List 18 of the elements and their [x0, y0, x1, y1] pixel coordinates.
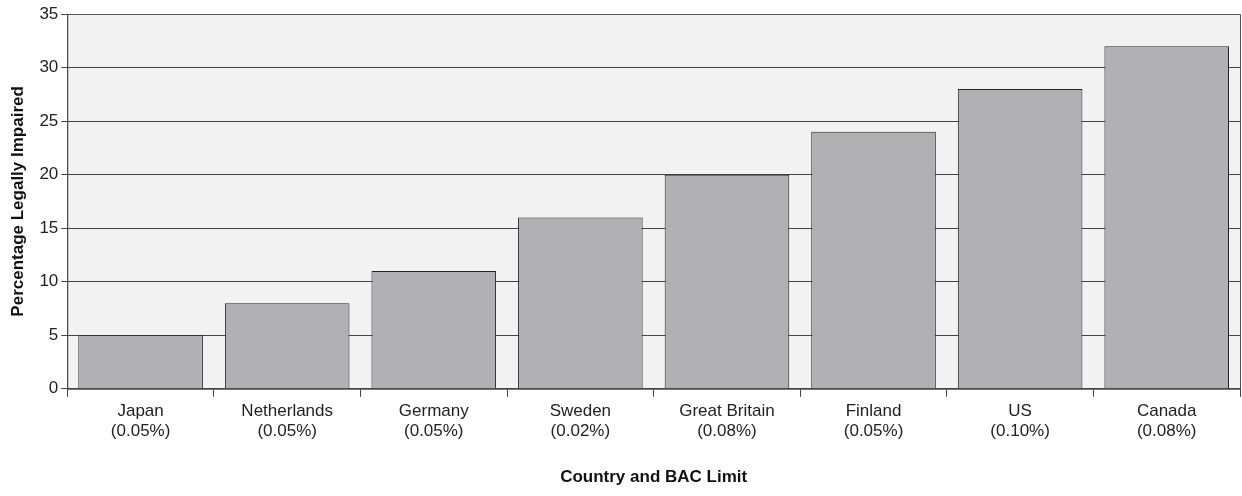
- x-tick-label: Finland (0.05%): [843, 400, 904, 441]
- y-tick-label: 5: [48, 324, 59, 344]
- x-tick-label: Netherlands (0.05%): [241, 400, 334, 441]
- x-tick-label: Germany (0.05%): [398, 400, 470, 441]
- y-tick-label: 15: [39, 217, 59, 237]
- y-tick-label: 30: [39, 57, 59, 77]
- y-tick-label: 20: [39, 164, 59, 184]
- y-tick-label: 0: [48, 378, 59, 398]
- y-tick-label: 35: [39, 3, 59, 23]
- x-tick-label: Japan (0.05%): [110, 400, 171, 441]
- y-axis-title: Percentage Legally Impaired: [7, 86, 27, 317]
- x-tick-label: US (0.10%): [990, 400, 1050, 441]
- x-axis-title: Country and BAC Limit: [560, 467, 748, 487]
- y-tick-label: 10: [39, 271, 59, 291]
- x-tick-label: Great Britain (0.08%): [679, 400, 775, 441]
- x-tick-label: Sweden (0.02%): [549, 400, 612, 441]
- y-tick-label: 25: [39, 110, 59, 130]
- x-tick-label: Canada (0.08%): [1136, 400, 1198, 441]
